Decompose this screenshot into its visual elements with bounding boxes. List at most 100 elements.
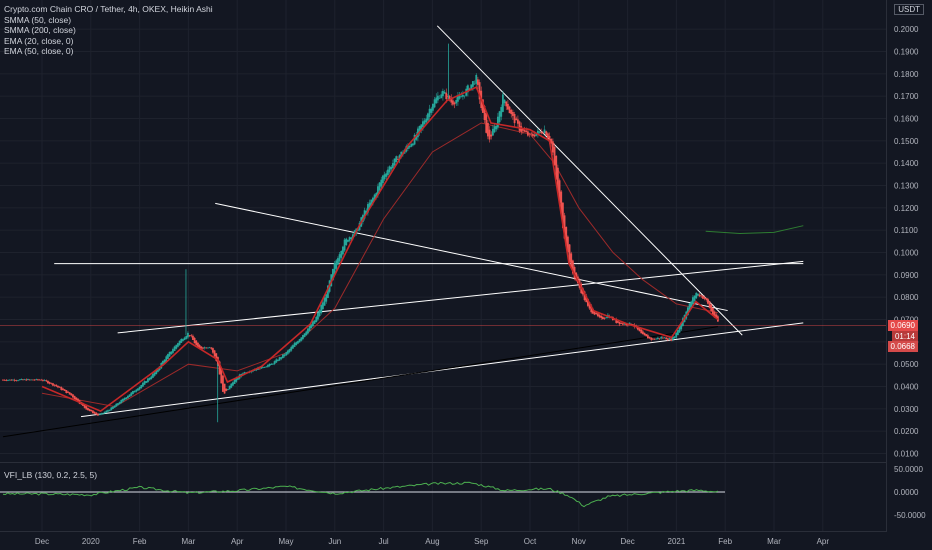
candle-body xyxy=(708,301,711,308)
candle-body xyxy=(357,229,359,231)
candle-body xyxy=(400,151,403,158)
candle-body xyxy=(540,132,543,134)
price-tick-label: 0.0800 xyxy=(894,293,919,302)
candle-body xyxy=(155,369,158,375)
indicator-legend: Crypto.com Chain CRO / Tether, 4h, OKEX,… xyxy=(4,4,213,57)
candle-body xyxy=(140,384,143,389)
vfi-tick-label: 50.0000 xyxy=(894,465,923,474)
time-tick-label: Feb xyxy=(133,537,147,546)
candle-body xyxy=(60,387,63,390)
candle-body xyxy=(108,409,111,411)
candle-body xyxy=(75,397,78,400)
candle-body xyxy=(410,144,413,147)
candle-body xyxy=(653,338,656,340)
candle-body xyxy=(665,337,668,340)
candle-body xyxy=(268,363,271,366)
candle-body xyxy=(383,174,386,180)
candle-body xyxy=(212,348,214,353)
candle-body xyxy=(618,321,621,325)
candle-body xyxy=(282,354,284,358)
time-tick-label: 2021 xyxy=(668,537,686,546)
candle-body xyxy=(267,365,269,367)
candle-body xyxy=(200,346,203,349)
candle-body xyxy=(120,399,123,404)
candle-body xyxy=(298,339,301,343)
candle-body xyxy=(310,324,313,329)
candle-body xyxy=(420,124,423,130)
candle-body xyxy=(515,118,518,121)
candle-body xyxy=(638,328,641,332)
candle-body xyxy=(325,294,328,302)
candle-body xyxy=(133,390,136,393)
candle-body xyxy=(107,410,109,412)
candle-body xyxy=(197,342,199,348)
candle-body xyxy=(168,351,171,357)
candle-body xyxy=(88,409,91,411)
trendline xyxy=(215,202,728,312)
indicator-smma-50[interactable]: SMMA (50, close) xyxy=(4,14,72,25)
price-tick-label: 0.2000 xyxy=(894,25,919,34)
candle-body xyxy=(458,95,461,99)
candle-body xyxy=(283,354,286,357)
candle-body xyxy=(137,388,139,391)
candle-body xyxy=(377,186,379,196)
vfi-line xyxy=(2,481,719,508)
candle-body xyxy=(87,407,89,411)
smma-200-line xyxy=(41,122,719,408)
symbol-title[interactable]: Crypto.com Chain CRO / Tether, 4h, OKEX,… xyxy=(4,4,213,14)
candle-body xyxy=(590,305,593,313)
currency-unit[interactable]: USDT xyxy=(894,4,924,15)
candle-body xyxy=(130,392,133,396)
time-tick-label: Sep xyxy=(474,537,489,546)
pane-separator[interactable] xyxy=(0,462,886,463)
candle-body xyxy=(118,402,121,405)
candle-body xyxy=(143,381,146,385)
trendlines[interactable] xyxy=(2,25,804,438)
candle-body xyxy=(438,97,441,99)
candle-body xyxy=(308,325,311,331)
candle-body xyxy=(372,197,374,203)
candle-body xyxy=(385,173,388,177)
candle-body xyxy=(145,381,148,383)
indicator-ema-20[interactable]: EMA (20, close, 0) xyxy=(4,35,74,46)
candle-body xyxy=(297,341,299,344)
last-price-tag: 0.0690 xyxy=(887,320,918,331)
candle-body xyxy=(616,321,619,323)
candle-body xyxy=(492,128,494,136)
candle-body xyxy=(598,314,601,318)
time-axis[interactable]: Dec 2020 Feb Mar Apr May Jun Jul Aug Sep Oct Nov Dec… xyxy=(35,537,829,546)
candle-body xyxy=(432,103,434,111)
candle-body xyxy=(475,74,478,84)
candle-body xyxy=(686,307,689,316)
candle-body xyxy=(335,260,338,269)
candle-body xyxy=(545,131,548,136)
trendline xyxy=(2,326,718,438)
candle-body xyxy=(507,103,509,110)
vfi-indicator-label[interactable]: VFI_LB (130, 0.2, 2.5, 5) xyxy=(4,470,98,480)
candle-body xyxy=(190,335,193,337)
candle-body xyxy=(42,380,44,381)
candle-body xyxy=(263,366,266,368)
candle-body xyxy=(523,129,526,132)
time-tick-label: Mar xyxy=(182,537,196,546)
candle-body xyxy=(13,379,16,381)
indicator-ema-50[interactable]: EMA (50, close, 0) xyxy=(4,46,74,56)
candle-body xyxy=(660,337,663,339)
candle-body xyxy=(48,382,51,384)
candle-body xyxy=(52,383,54,386)
candle-body xyxy=(663,337,666,339)
candle-body xyxy=(651,338,654,340)
candle-body xyxy=(178,340,181,345)
price-axis[interactable]: 0.2000 0.1900 0.1800 0.1700 0.1600 0.1500 0.14… xyxy=(894,25,919,458)
chart-grid xyxy=(0,0,886,531)
candle-body xyxy=(706,298,709,304)
candle-body xyxy=(363,210,366,219)
candle-body xyxy=(340,250,343,258)
candle-body xyxy=(37,379,39,381)
candle-body xyxy=(213,350,216,357)
candle-body xyxy=(280,357,283,359)
indicator-smma-200[interactable]: SMMA (200, close) xyxy=(4,25,76,35)
time-tick-label: Oct xyxy=(524,537,537,546)
low-price-tag: 0.0668 xyxy=(887,341,918,352)
